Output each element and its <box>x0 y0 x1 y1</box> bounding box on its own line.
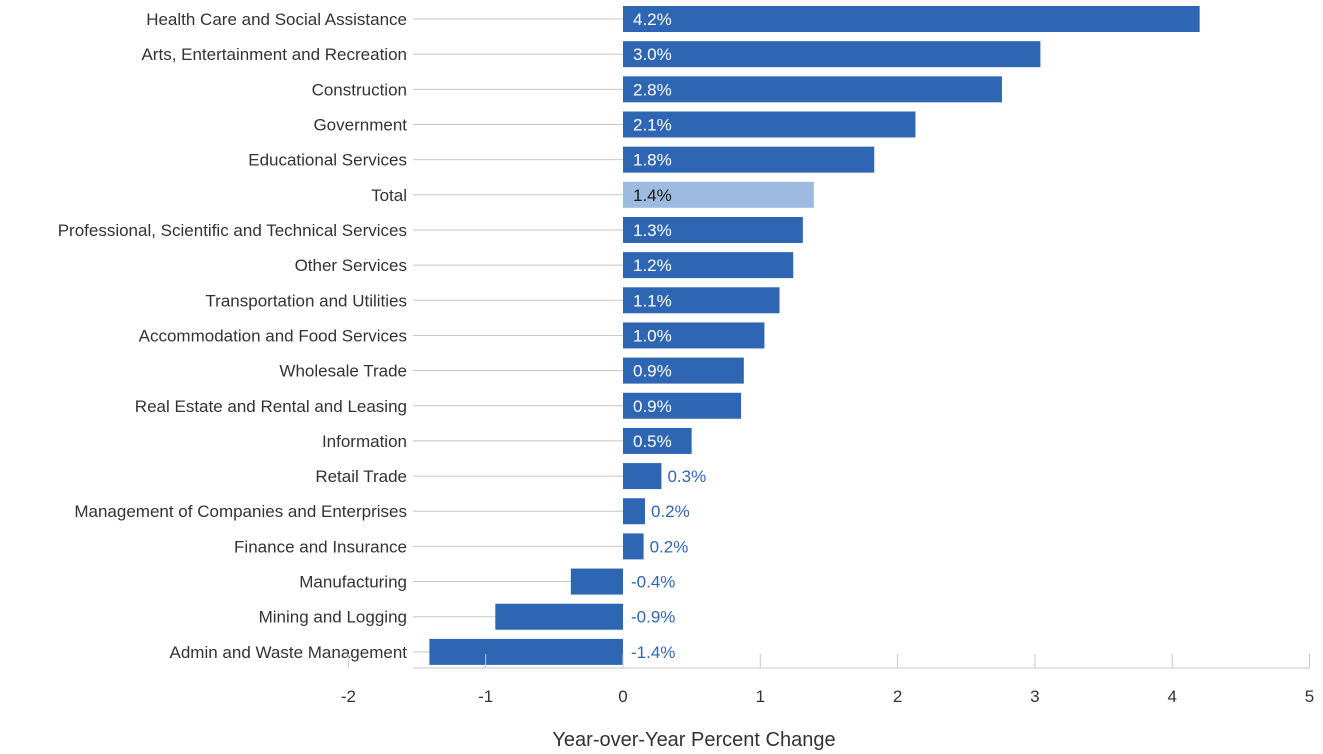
category-label: Construction <box>312 80 407 99</box>
x-tick-label: 4 <box>1167 687 1176 706</box>
bar <box>623 533 644 560</box>
value-label: -1.4% <box>631 643 675 662</box>
category-label: Government <box>313 115 407 134</box>
value-label: 0.5% <box>633 432 672 451</box>
category-label: Total <box>371 186 407 205</box>
category-leader-lines <box>413 18 623 653</box>
bar <box>623 392 742 419</box>
bar <box>623 252 794 279</box>
value-label: 2.8% <box>633 80 672 99</box>
category-label: Educational Services <box>248 151 407 170</box>
value-label: 1.1% <box>633 291 672 310</box>
x-tick-label: 2 <box>893 687 902 706</box>
value-label: 1.2% <box>633 256 672 275</box>
value-label: 0.2% <box>651 502 690 521</box>
x-tick-label: -2 <box>341 687 356 706</box>
value-label: -0.9% <box>631 608 675 627</box>
x-tick-label: 0 <box>618 687 627 706</box>
category-label: Finance and Insurance <box>234 537 407 556</box>
value-label: 1.3% <box>633 221 672 240</box>
category-label: Information <box>322 432 407 451</box>
bar <box>623 216 803 243</box>
bar <box>570 568 623 595</box>
bars-group <box>429 6 1200 665</box>
x-axis-title: Year-over-Year Percent Change <box>552 729 835 751</box>
category-label: Admin and Waste Management <box>170 643 408 662</box>
category-label: Health Care and Social Assistance <box>146 10 407 29</box>
value-label: -0.4% <box>631 573 675 592</box>
category-label: Accommodation and Food Services <box>139 326 407 345</box>
bar-total <box>623 181 814 208</box>
bar <box>623 498 645 525</box>
x-tick-label: -1 <box>478 687 493 706</box>
category-label: Real Estate and Rental and Leasing <box>135 397 407 416</box>
value-label: 0.9% <box>633 397 672 416</box>
category-label: Retail Trade <box>315 467 407 486</box>
value-label: 1.4% <box>633 186 672 205</box>
category-label: Other Services <box>295 256 407 275</box>
category-label: Mining and Logging <box>259 608 407 627</box>
value-labels: 4.2% 3.0% 2.8% 2.1% 1.8% 1.4% 1.3% 1.2% 1.1% 1.0%… <box>631 10 706 662</box>
bar <box>623 76 1002 103</box>
value-label: 0.9% <box>633 362 672 381</box>
category-label: Arts, Entertainment and Recreation <box>141 45 407 64</box>
bar <box>623 463 662 490</box>
category-label: Transportation and Utilities <box>205 291 407 310</box>
bar <box>495 603 623 630</box>
bar <box>623 357 744 384</box>
category-label: Manufacturing <box>299 573 407 592</box>
value-label: 0.2% <box>650 537 689 556</box>
bar <box>623 146 875 173</box>
x-tick-label: 1 <box>756 687 765 706</box>
category-label: Management of Companies and Enterprises <box>74 502 407 521</box>
bar <box>429 638 623 665</box>
value-label: 3.0% <box>633 45 672 64</box>
value-label: 4.2% <box>633 10 672 29</box>
bar <box>623 287 780 314</box>
bar <box>623 41 1041 68</box>
x-tick-label: 5 <box>1305 687 1314 706</box>
category-label: Professional, Scientific and Technical S… <box>58 221 407 240</box>
category-label: Wholesale Trade <box>279 362 407 381</box>
category-labels: Health Care and Social Assistance Arts, E… <box>58 10 408 662</box>
bar <box>623 427 692 454</box>
bar <box>623 322 765 349</box>
x-tick-label: 3 <box>1030 687 1039 706</box>
value-label: 1.8% <box>633 151 672 170</box>
bar <box>623 111 916 138</box>
x-axis: -2 -1 0 1 2 3 4 5 <box>341 654 1314 706</box>
value-label: 1.0% <box>633 326 672 345</box>
value-label: 2.1% <box>633 115 672 134</box>
bar <box>623 6 1200 32</box>
value-label: 0.3% <box>667 467 706 486</box>
